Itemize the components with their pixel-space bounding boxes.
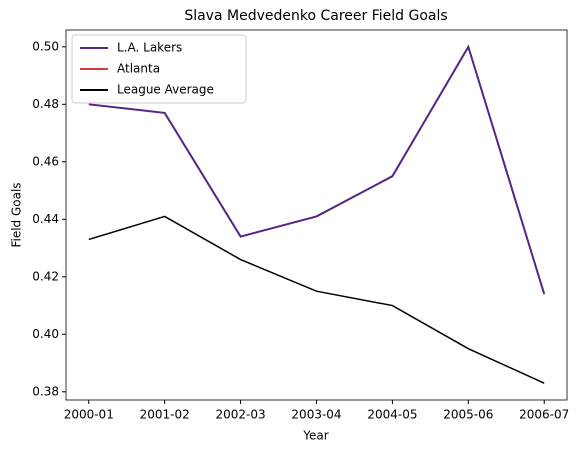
x-tick-label: 2000-01 (64, 408, 114, 422)
x-tick-label: 2002-03 (216, 408, 266, 422)
x-tick-label: 2001-02 (140, 408, 190, 422)
y-tick-label: 0.50 (32, 39, 59, 53)
y-tick-label: 0.44 (32, 212, 59, 226)
series-line (88, 44, 546, 295)
x-tick-label: 2006-07 (519, 408, 569, 422)
y-tick-label: 0.40 (32, 327, 59, 341)
plot-frame (65, 29, 568, 401)
legend-label: L.A. Lakers (117, 41, 182, 55)
legend-box (71, 34, 247, 104)
series-line (88, 215, 545, 384)
x-tick-label: 2003-04 (291, 408, 341, 422)
y-tick-label: 0.48 (32, 97, 59, 111)
chart-title: Slava Medvedenko Career Field Goals (184, 8, 447, 24)
x-tick-label: 2005-06 (443, 408, 493, 422)
y-tick-label: 0.38 (32, 384, 59, 398)
legend-label: Atlanta (117, 62, 160, 76)
y-axis-label: Field Goals (10, 182, 24, 247)
y-tick-label: 0.42 (32, 269, 59, 283)
y-tick-label: 0.46 (32, 154, 59, 168)
x-axis-label: Year (302, 429, 328, 443)
legend-label: League Average (117, 83, 214, 97)
x-tick-label: 2004-05 (367, 408, 417, 422)
